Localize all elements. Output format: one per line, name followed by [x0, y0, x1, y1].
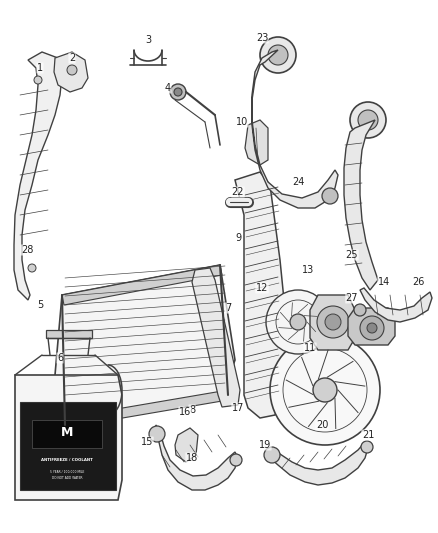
Text: 5 YEAR / 100,000 MILE: 5 YEAR / 100,000 MILE [50, 470, 84, 474]
Polygon shape [270, 442, 368, 485]
Text: 8: 8 [189, 405, 195, 415]
Text: 7: 7 [225, 303, 231, 313]
Text: 1: 1 [37, 63, 43, 73]
Text: 26: 26 [412, 277, 424, 287]
Polygon shape [64, 390, 228, 428]
Text: M: M [61, 426, 73, 440]
Circle shape [260, 37, 296, 73]
Text: 27: 27 [346, 293, 358, 303]
Polygon shape [348, 308, 395, 345]
Text: 19: 19 [259, 440, 271, 450]
Polygon shape [344, 120, 378, 290]
Circle shape [360, 316, 384, 340]
Text: 24: 24 [292, 177, 304, 187]
Text: 15: 15 [141, 437, 153, 447]
Text: 21: 21 [362, 430, 374, 440]
Circle shape [149, 426, 165, 442]
Text: 3: 3 [145, 35, 151, 45]
Polygon shape [155, 425, 238, 490]
Polygon shape [62, 265, 222, 305]
Polygon shape [360, 288, 432, 322]
Circle shape [34, 76, 42, 84]
Text: 13: 13 [302, 265, 314, 275]
Text: 5: 5 [37, 300, 43, 310]
Circle shape [290, 314, 306, 330]
Polygon shape [245, 120, 268, 165]
Polygon shape [252, 50, 338, 208]
Circle shape [313, 378, 337, 402]
Polygon shape [235, 172, 288, 418]
Polygon shape [175, 428, 198, 462]
Polygon shape [15, 375, 122, 500]
Circle shape [264, 447, 280, 463]
Polygon shape [54, 52, 88, 92]
Circle shape [350, 102, 386, 138]
Text: DO NOT ADD WATER: DO NOT ADD WATER [52, 476, 82, 480]
Circle shape [270, 335, 380, 445]
Bar [32, 420, 102, 448]
Text: 11: 11 [304, 343, 316, 353]
Circle shape [317, 306, 349, 338]
Text: 9: 9 [235, 233, 241, 243]
Text: 22: 22 [232, 187, 244, 197]
Text: ANTIFREEZE / COOLANT: ANTIFREEZE / COOLANT [41, 458, 93, 462]
Text: 25: 25 [346, 250, 358, 260]
Circle shape [66, 449, 78, 461]
Circle shape [354, 304, 366, 316]
Text: 17: 17 [232, 403, 244, 413]
Circle shape [361, 441, 373, 453]
Bar [46, 330, 92, 338]
Circle shape [28, 264, 36, 272]
Text: 14: 14 [378, 277, 390, 287]
Polygon shape [55, 425, 100, 480]
Circle shape [266, 290, 330, 354]
Circle shape [268, 45, 288, 65]
Polygon shape [55, 265, 235, 425]
Circle shape [67, 65, 77, 75]
Text: 28: 28 [21, 245, 33, 255]
Polygon shape [14, 52, 62, 300]
Circle shape [322, 188, 338, 204]
Circle shape [367, 323, 377, 333]
Text: 18: 18 [186, 453, 198, 463]
Circle shape [170, 84, 186, 100]
Text: 16: 16 [179, 407, 191, 417]
Circle shape [230, 454, 242, 466]
Circle shape [358, 110, 378, 130]
Bar [20, 402, 116, 490]
Text: 20: 20 [316, 420, 328, 430]
Polygon shape [192, 268, 240, 407]
Circle shape [174, 88, 182, 96]
Circle shape [325, 314, 341, 330]
Text: 12: 12 [256, 283, 268, 293]
Text: 2: 2 [69, 53, 75, 63]
Text: 10: 10 [236, 117, 248, 127]
Text: 23: 23 [256, 33, 268, 43]
Polygon shape [310, 295, 355, 350]
Text: 6: 6 [57, 353, 63, 363]
Text: 4: 4 [165, 83, 171, 93]
